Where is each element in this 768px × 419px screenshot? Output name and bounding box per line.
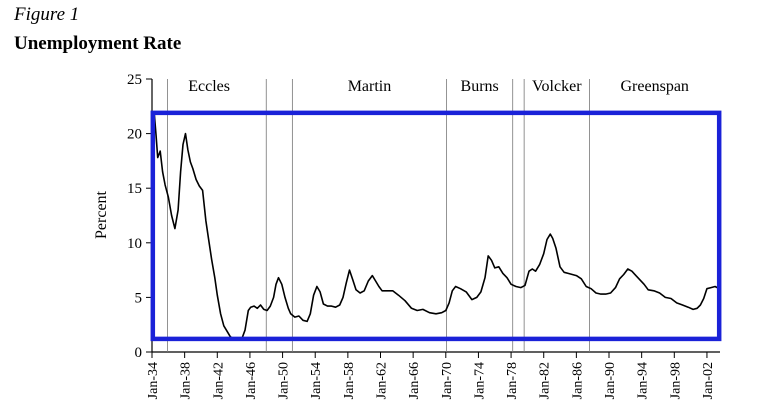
y-tick-label: 20 [127, 127, 142, 143]
x-tick-label: Jan-74 [472, 362, 487, 399]
era-label: Eccles [188, 78, 230, 95]
x-tick-label: Jan-66 [407, 362, 422, 399]
era-label: Volcker [532, 78, 582, 95]
x-tick-label: Jan-38 [179, 362, 194, 399]
y-tick-label: 25 [127, 72, 142, 88]
era-boundaries: Eccles Martin Burns Volcker Greenspan [167, 78, 689, 352]
chart-axes: 0 5 10 15 20 25 Jan-34 Jan-38 Jan-42 Jan-46 Jan-50… [127, 72, 720, 399]
y-tick-label: 0 [135, 345, 143, 361]
era-label: Martin [348, 78, 392, 95]
highlight-box [150, 110, 722, 342]
x-tick-label: Jan-50 [277, 362, 292, 399]
y-tick-label: 10 [127, 236, 142, 252]
x-tick-label: Jan-58 [342, 362, 357, 399]
x-tick-label: Jan-82 [538, 362, 553, 399]
y-axis-label: Percent [93, 190, 110, 239]
x-tick-label: Jan-54 [309, 362, 324, 399]
x-tick-label: Jan-34 [146, 362, 161, 399]
y-tick-label: 15 [127, 181, 142, 197]
x-tick-label: Jan-70 [440, 362, 455, 399]
x-tick-label: Jan-42 [211, 362, 226, 399]
figure-label: Figure 1 [14, 4, 80, 25]
x-tick-label: Jan-46 [244, 362, 259, 399]
series-line-0 [151, 114, 720, 341]
x-tick-label: Jan-98 [668, 362, 683, 399]
x-tick-label: Jan-78 [505, 362, 520, 399]
figure-title: Unemployment Rate [14, 33, 182, 54]
y-tick-label: 5 [135, 290, 143, 306]
series-group [151, 114, 720, 341]
x-tick-label: Jan-62 [375, 362, 390, 399]
x-tick-label: Jan-86 [570, 362, 585, 399]
era-label: Burns [461, 78, 499, 95]
era-label: Greenspan [621, 78, 689, 95]
highlight-box-group [150, 110, 722, 342]
x-tick-label: Jan-90 [603, 362, 618, 399]
x-tick-label: Jan-94 [636, 362, 651, 399]
x-tick-label: Jan-02 [701, 362, 716, 399]
